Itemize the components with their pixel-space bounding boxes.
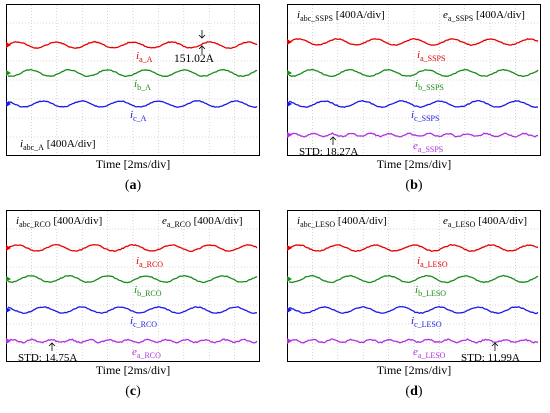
std-value: STD: 18.27A [299, 146, 358, 158]
trace-label-e: ea_LESO [413, 346, 446, 360]
trace-a-d [288, 244, 539, 253]
trace-a-a [7, 40, 258, 50]
trace-label-b: ib_RCO [134, 284, 162, 298]
panel-caption: (b) [405, 178, 423, 193]
channel-marker [287, 132, 292, 138]
trace-e-b [288, 132, 539, 138]
panel-caption: (d) [405, 384, 423, 399]
panel-caption-letter: d [410, 384, 418, 399]
trace-e-d [288, 338, 539, 344]
channel-marker [287, 70, 292, 76]
panel-c: ia_RCO ib_RCO ic_RCO ea_RCO iabc_RCO [400A/d… [6, 210, 260, 399]
scope-d: ia_LESO ib_LESO ic_LESO ea_LESO iabc_LESO [4… [287, 210, 541, 364]
trace-label-e: ea_RCO [132, 346, 161, 360]
trace-b-c [7, 274, 258, 284]
std-arrowhead [329, 136, 337, 141]
trace-label-a: ia_LESO [417, 255, 448, 269]
trace-c-a [7, 100, 258, 109]
time-axis-label: Time [2ms/div] [95, 363, 171, 377]
panel-caption-letter: c [129, 384, 137, 399]
trace-label-c: ic_SSPS [411, 109, 439, 123]
channel-marker [287, 307, 292, 313]
trace-label-b: ib_LESO [415, 284, 446, 298]
channel-marker [287, 338, 292, 344]
channel-marker [6, 101, 11, 107]
panel-caption: (c) [125, 384, 141, 399]
time-axis-label: Time [2ms/div] [95, 157, 171, 171]
amplitude-arrowhead-top [198, 34, 206, 39]
channel-marker [6, 70, 11, 76]
channel-marker [287, 245, 292, 251]
panel-caption-letter: b [410, 178, 418, 193]
channel-marker [6, 338, 11, 344]
std-arrowhead [491, 342, 499, 347]
scale-label-right: ea_LESO [400A/div] [443, 215, 527, 229]
scale-label-right: ea_RCO [400A/div] [162, 215, 243, 229]
trace-b-d [288, 274, 539, 284]
std-arrowhead [48, 342, 56, 347]
scale-label-left: iabc_RCO [400A/div] [16, 215, 102, 229]
channel-marker [6, 276, 11, 282]
channel-marker [287, 39, 292, 45]
trace-label-a: ia_A [136, 50, 153, 64]
trace-c-c [7, 305, 258, 315]
time-axis-label: Time [2ms/div] [376, 363, 452, 377]
trace-b-a [7, 68, 258, 78]
channel-marker [287, 101, 292, 107]
panel-b: ia_SSPS ib_SSPS ic_SSPS ea_SSPS iabc_SSPS [4… [287, 4, 541, 193]
trace-c-b [288, 99, 539, 109]
trace-label-c: ic_RCO [130, 315, 157, 329]
amplitude-value: 151.02A [174, 53, 215, 65]
trace-label-c: ic_LESO [411, 315, 442, 329]
std-value: STD: 14.75A [18, 352, 77, 364]
trace-label-e: ea_SSPS [413, 140, 443, 154]
std-value: STD: 11.99A [461, 352, 520, 364]
amplitude-arrowhead-bottom [198, 45, 206, 50]
trace-label-a: ia_SSPS [417, 49, 445, 63]
trace-label-b: ib_SSPS [415, 78, 444, 92]
trace-a-c [7, 243, 258, 253]
trace-label-a: ia_RCO [136, 255, 163, 269]
scope-b: ia_SSPS ib_SSPS ic_SSPS ea_SSPS iabc_SSPS [4… [287, 4, 541, 158]
channel-marker [6, 42, 11, 48]
trace-c-d [288, 305, 539, 315]
scale-label-right: ea_SSPS [400A/div] [443, 9, 525, 23]
time-axis-label: Time [2ms/div] [376, 157, 452, 171]
channel-marker [6, 307, 11, 313]
panel-a: ia_A ib_A ic_A iabc_A [400A/div] 151.02A Time… [6, 4, 260, 193]
trace-b-b [288, 68, 539, 78]
trace-label-c: ic_A [130, 109, 147, 123]
scope-a: ia_A ib_A ic_A iabc_A [400A/div] 151.02A [6, 4, 260, 156]
trace-label-b: ib_A [134, 78, 151, 92]
trace-a-b [288, 37, 539, 47]
scope-c: ia_RCO ib_RCO ic_RCO ea_RCO iabc_RCO [400A/d… [6, 210, 260, 364]
channel-marker [6, 245, 11, 251]
panel-caption: (a) [124, 178, 142, 193]
scale-label-left: iabc_SSPS [400A/div] [297, 9, 385, 23]
panel-d: ia_LESO ib_LESO ic_LESO ea_LESO iabc_LESO [4… [287, 210, 541, 399]
scale-label-left: iabc_A [400A/div] [20, 138, 96, 152]
panel-caption-letter: a [129, 178, 137, 193]
trace-e-c [7, 338, 258, 344]
channel-marker [287, 276, 292, 282]
scale-label-left: iabc_LESO [400A/div] [297, 215, 387, 229]
